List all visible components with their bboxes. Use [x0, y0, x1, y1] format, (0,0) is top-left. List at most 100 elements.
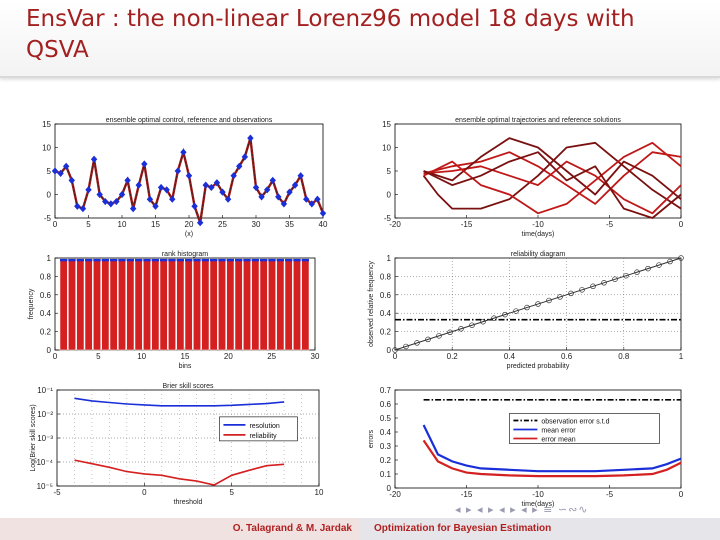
observation-marker	[196, 219, 204, 227]
reliability-marker	[546, 297, 552, 304]
observation-marker	[275, 193, 282, 201]
x-tick-label: 5	[86, 220, 91, 229]
histogram-bar	[59, 258, 68, 351]
reliability-marker	[612, 276, 618, 282]
x-tick-label: 20	[224, 352, 233, 361]
histogram-bar-cap	[60, 258, 68, 262]
y-tick-label: 10⁻⁵	[37, 482, 53, 491]
reliability-curve	[74, 459, 285, 486]
observation-marker	[57, 169, 64, 177]
x-tick-label: 30	[252, 220, 261, 229]
histogram-bar-cap	[143, 258, 151, 262]
x-axis-label: time(days)	[522, 231, 555, 238]
reliability-marker	[480, 318, 486, 325]
x-tick-label: 10	[118, 220, 127, 229]
y-tick-label: 10⁻³	[37, 434, 53, 443]
y-axis-label: errors	[368, 429, 375, 448]
reliability-marker	[678, 255, 684, 261]
reliability-marker	[579, 287, 585, 293]
panel-brier-skill: Brier skill scores -5 0 5 10 10⁻¹ 10⁻² 10⁻³ 10⁻⁴…	[15, 378, 345, 516]
y-tick-label: 0	[47, 191, 52, 200]
x-tick-label: 0.2	[447, 352, 459, 361]
y-tick-label: 0	[387, 346, 392, 355]
trajectory-curve	[423, 151, 682, 219]
reliability-marker	[601, 280, 607, 286]
observation-marker	[141, 160, 148, 168]
histogram-bar	[284, 258, 293, 351]
reliability-marker	[403, 343, 409, 350]
reliability-marker	[447, 329, 453, 336]
reliability-marker	[513, 308, 519, 314]
y-tick-label: 15	[42, 120, 51, 129]
y-tick-label: 5	[47, 167, 52, 176]
y-tick-label: 15	[382, 120, 391, 129]
histogram-bar-cap	[210, 258, 218, 262]
observation-marker	[308, 200, 316, 208]
y-tick-label: 0.8	[40, 272, 52, 281]
histogram-bar-cap	[185, 258, 193, 262]
panel-errors: -20 -15 -10 -5 0 0.7 0.6 0.5 0.4 0.3 0.2 0.1 0 time(d…	[355, 378, 705, 516]
reliability-marker	[568, 290, 574, 297]
legend-box	[219, 416, 298, 442]
observation-marker	[247, 134, 254, 142]
x-tick-label: 0.6	[561, 352, 573, 361]
trajectory-curve	[423, 151, 682, 205]
observation-marker	[263, 186, 271, 194]
y-tick-label: 10⁻⁴	[36, 458, 53, 467]
y-tick-label: 0.2	[380, 328, 392, 337]
observation-marker	[241, 153, 249, 161]
y-tick-label: 0.8	[380, 272, 392, 281]
observation-marker	[74, 202, 81, 210]
histogram-bar	[151, 258, 160, 351]
y-tick-label: 5	[387, 167, 392, 176]
reliability-marker	[491, 315, 497, 321]
x-tick-label: 25	[267, 352, 276, 361]
histogram-bar-cap	[151, 258, 159, 262]
observation-marker	[51, 167, 59, 175]
x-tick-label: 15	[181, 352, 190, 361]
y-tick-label: 0.4	[380, 309, 392, 318]
histogram-bar	[226, 258, 235, 351]
reliability-marker	[425, 336, 431, 343]
y-tick-label: 1	[47, 254, 52, 263]
reliability-marker	[524, 304, 530, 311]
beamer-navigation-symbols[interactable]: ◂ ▸ ◂ ▸ ◂ ▸ ◂ ▸ ≡ ∽∾∿	[455, 503, 589, 516]
y-tick-label: 10	[382, 144, 391, 153]
chart-errors: -20 -15 -10 -5 0 0.7 0.6 0.5 0.4 0.3 0.2 0.1 0 time(d…	[368, 386, 684, 508]
histogram-bar-cap	[160, 258, 168, 262]
observation-marker	[230, 172, 237, 180]
diagonal-line	[394, 257, 682, 351]
y-tick-label: -5	[384, 214, 392, 223]
histogram-bar	[159, 258, 168, 351]
footer-talk-title: Optimization for Bayesian Estimation	[360, 518, 720, 540]
y-tick-label: 0.3	[380, 442, 392, 451]
y-axis-label: observed relative frequency	[368, 261, 375, 347]
x-axis-label: time(days)	[522, 501, 555, 508]
observation-marker	[96, 190, 103, 199]
slide-title: EnsVar : the non-linear Lorenz96 model 1…	[26, 6, 635, 63]
histogram-bar-cap	[285, 258, 293, 262]
chart-trajectories: ensemble optimal trajectories and refere…	[382, 117, 684, 238]
x-axis-label: (x)	[185, 231, 193, 238]
histogram-bar	[168, 258, 176, 351]
legend-label: mean error	[541, 428, 576, 435]
observation-marker	[314, 195, 321, 203]
reliability-marker	[557, 294, 563, 300]
observation-marker	[118, 190, 126, 199]
histogram-bar-cap	[193, 258, 201, 262]
x-tick-label: -15	[461, 490, 473, 499]
histogram-bar-cap	[293, 258, 301, 262]
reliability-marker	[414, 340, 420, 346]
histogram-bar	[126, 258, 135, 351]
observation-marker	[297, 172, 304, 180]
histogram-bar	[84, 258, 93, 351]
observation-marker	[280, 200, 288, 208]
observation-marker	[152, 202, 159, 210]
legend-label: error mean	[541, 437, 575, 444]
y-tick-label: 10⁻²	[37, 410, 53, 419]
panel-rank-histogram: rank histogram 0 5 10 15 20 25 30 1 0.8 0.6 0.4 0.2 0…	[15, 246, 345, 376]
observation-marker	[224, 195, 232, 203]
histogram-bar-cap	[118, 258, 126, 262]
chart-title: rank histogram	[162, 251, 208, 258]
histogram-bar	[218, 258, 226, 351]
